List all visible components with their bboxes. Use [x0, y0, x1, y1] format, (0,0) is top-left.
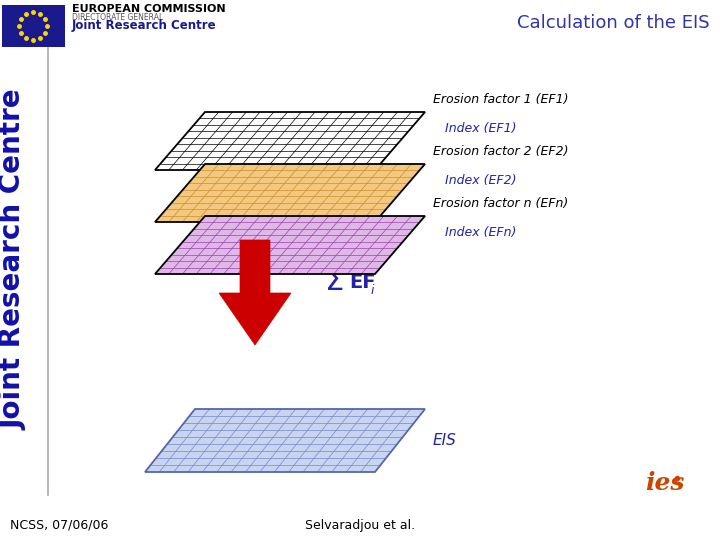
Text: EIS: EIS: [433, 433, 456, 448]
Text: EUROPEAN COMMISSION: EUROPEAN COMMISSION: [72, 4, 225, 14]
Polygon shape: [155, 216, 425, 274]
Polygon shape: [155, 164, 425, 222]
Text: Joint Research Centre: Joint Research Centre: [72, 19, 217, 32]
Text: Index (EFn): Index (EFn): [445, 226, 516, 239]
Text: Joint Research Centre: Joint Research Centre: [0, 90, 28, 430]
Text: Σ: Σ: [325, 267, 344, 296]
Text: Selvaradjou et al.: Selvaradjou et al.: [305, 519, 415, 532]
Text: n: n: [343, 264, 350, 274]
Text: Index (EF1): Index (EF1): [445, 122, 516, 135]
Polygon shape: [155, 112, 425, 170]
Text: NCSS, 07/06/06: NCSS, 07/06/06: [10, 519, 109, 532]
Polygon shape: [219, 240, 291, 345]
Bar: [2, 5, 65, 47]
Text: EF: EF: [349, 273, 376, 293]
Text: Erosion factor 1 (EF1): Erosion factor 1 (EF1): [433, 93, 569, 106]
Text: Calculation of the EIS: Calculation of the EIS: [518, 14, 710, 32]
Polygon shape: [145, 409, 425, 472]
Text: DIRECTORATE GENERAL: DIRECTORATE GENERAL: [72, 13, 163, 22]
Text: Index (EF2): Index (EF2): [445, 174, 516, 187]
Text: Erosion factor n (EFn): Erosion factor n (EFn): [433, 197, 568, 210]
Text: ies: ies: [645, 471, 685, 495]
Text: i: i: [371, 285, 374, 298]
Text: Erosion factor 2 (EF2): Erosion factor 2 (EF2): [433, 145, 569, 158]
